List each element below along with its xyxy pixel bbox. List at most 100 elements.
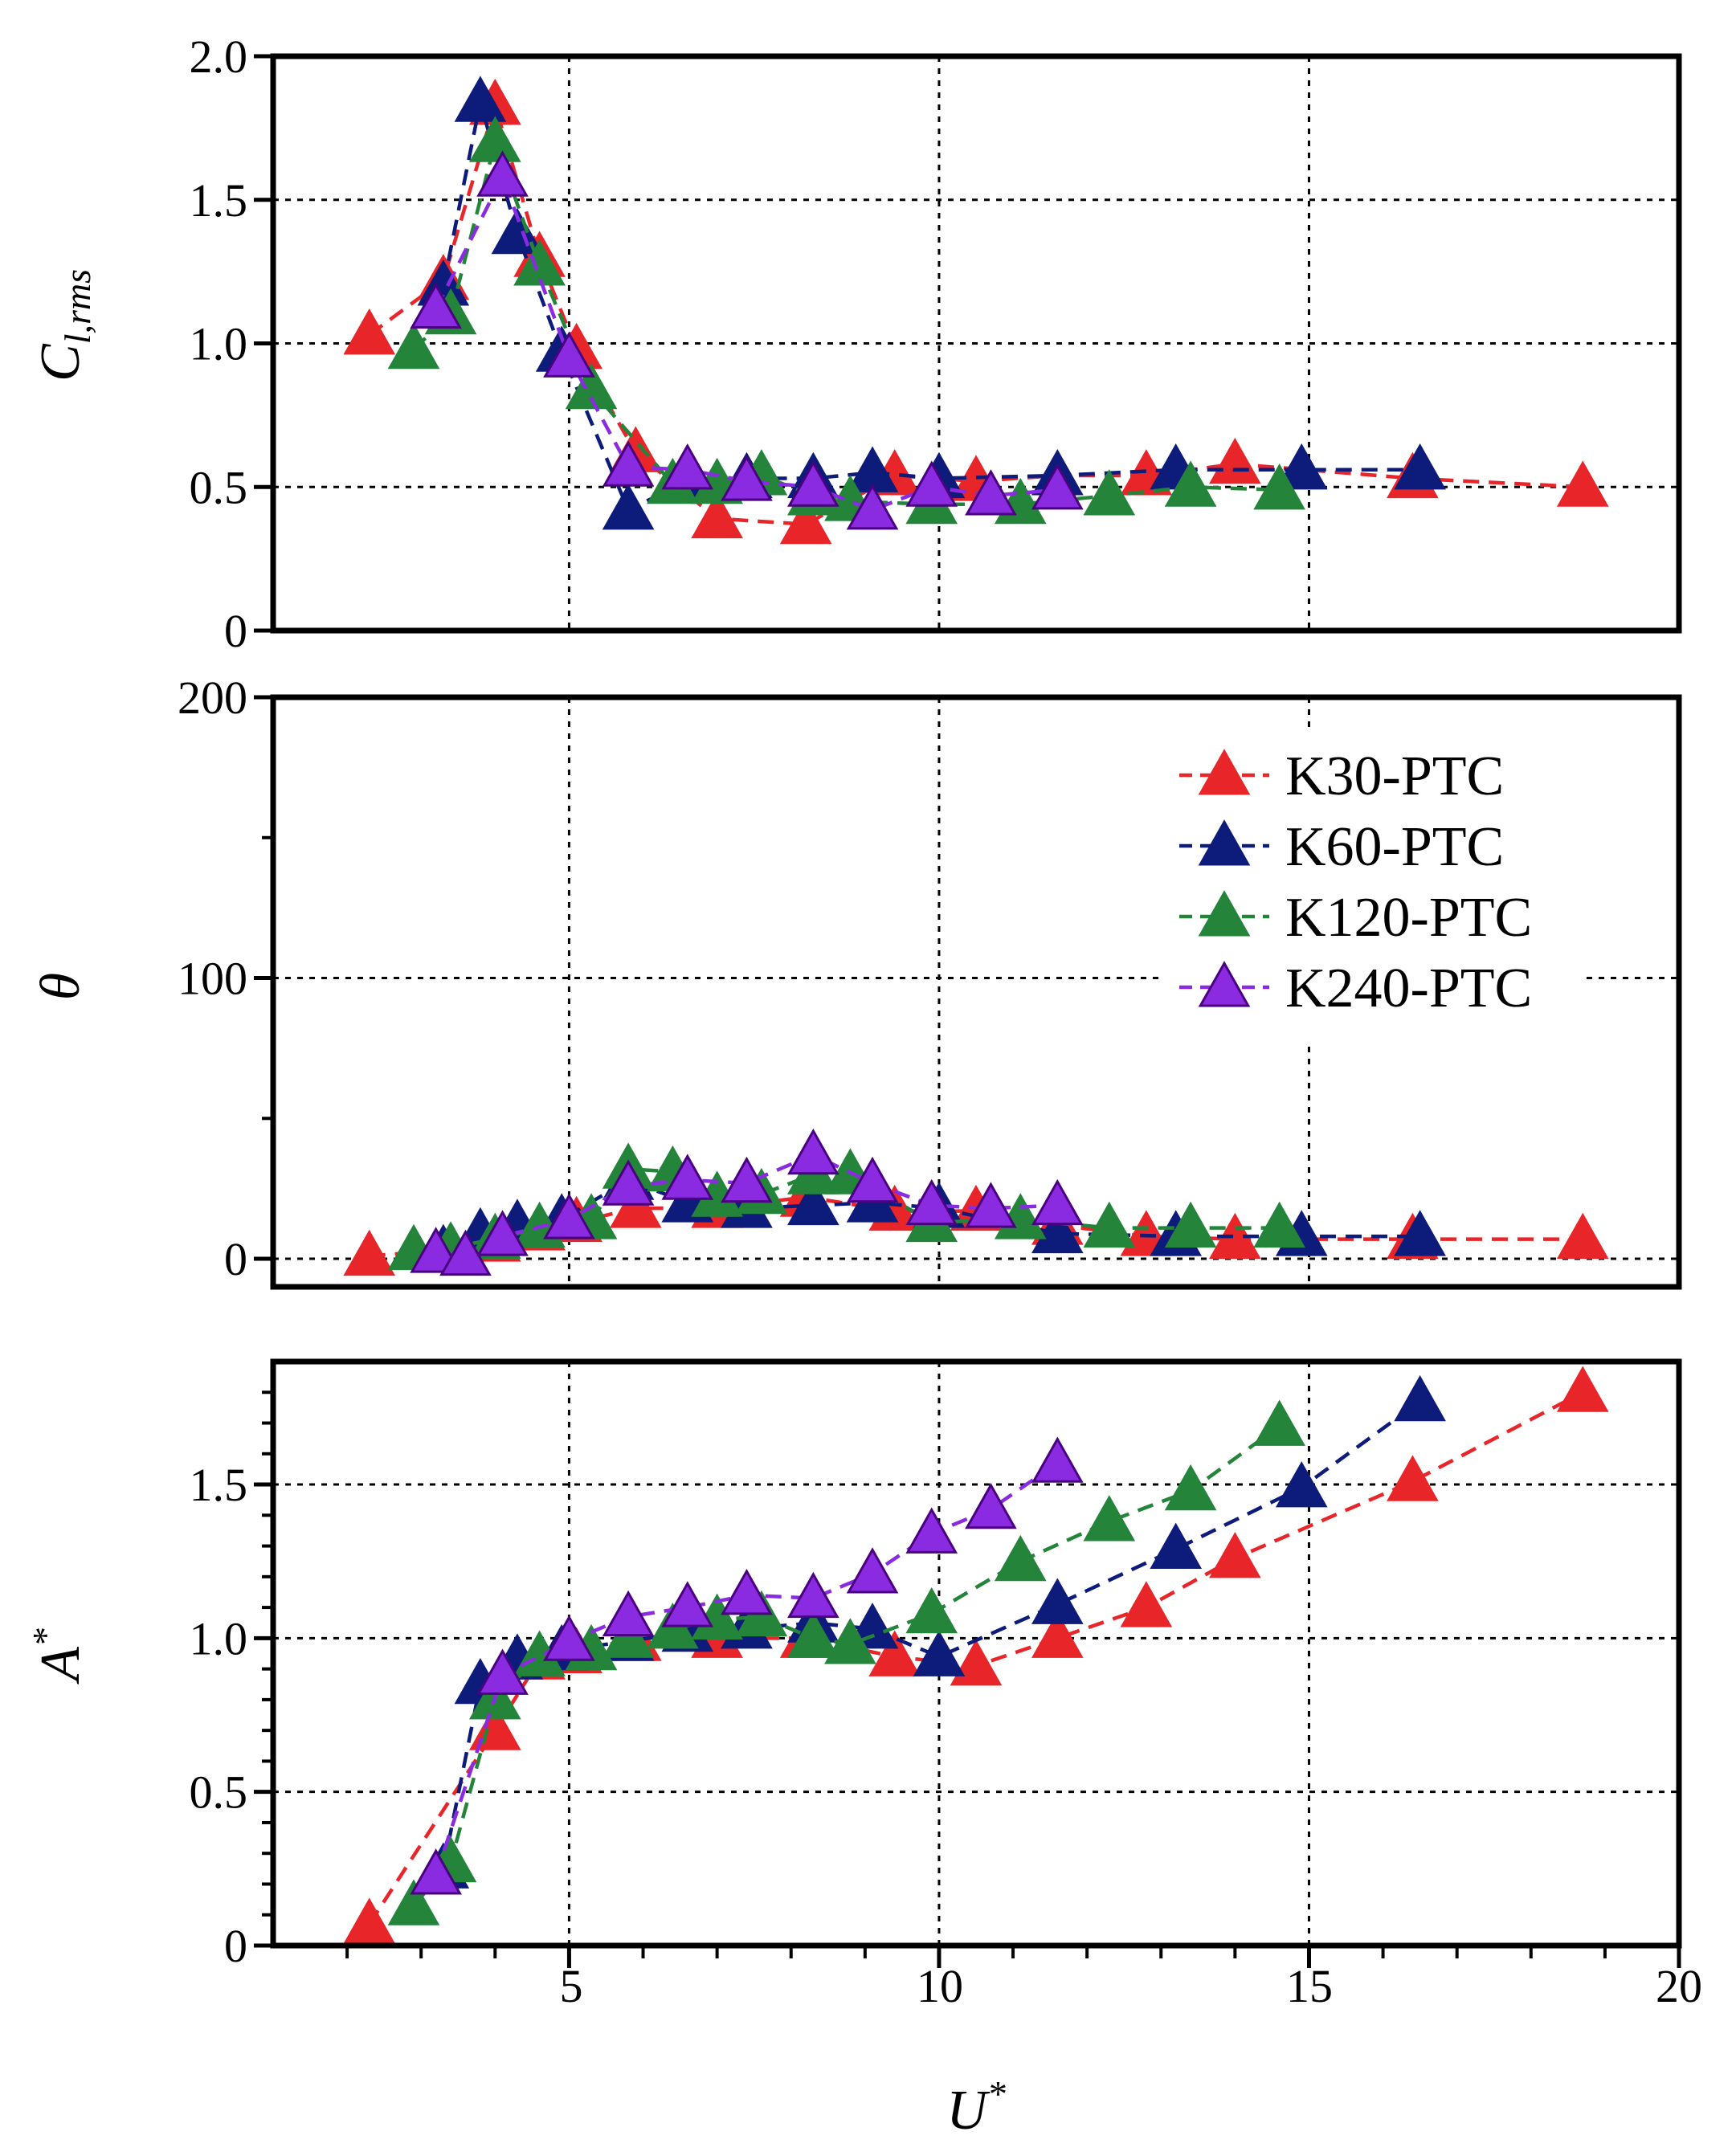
data-point-k60-ptc [491,207,544,255]
data-point-k240-ptc [965,1482,1017,1529]
x-tick-label: 20 [1656,1960,1702,2012]
data-point-k60-ptc [1394,1374,1446,1422]
data-point-k120-ptc [1164,1201,1217,1248]
data-point-k120-ptc [994,1534,1047,1582]
x-tick-label: 15 [1286,1960,1333,2012]
data-point-k120-ptc [387,322,440,370]
y-tick-label: 100 [178,953,247,1005]
data-point-k240-ptc [787,460,839,507]
legend-label-k30-ptc: K30-PTC [1285,745,1504,807]
data-point-k120-ptc [1164,1464,1217,1511]
data-point-k240-ptc [905,460,958,507]
series-line-k240-ptc [434,172,1058,512]
y-tick-label: 0.5 [190,1766,248,1819]
data-point-k30-ptc [1120,1581,1173,1627]
data-point-k30-ptc [868,1630,921,1676]
series-line-k120-ptc [412,136,1280,506]
data-point-k30-ptc [343,1897,396,1944]
data-point-k60-ptc [1275,443,1328,490]
series-line-k60-ptc [441,101,1420,512]
data-point-k120-ptc [824,1618,876,1664]
theta-panel: 0 100 200 [178,672,1682,1290]
data-point-k240-ptc [543,1193,595,1239]
data-point-k240-ptc [661,443,714,490]
data-point-k30-ptc [950,1639,1003,1686]
data-point-k120-ptc [1253,1201,1305,1248]
amplitude-panel: 0 0.5 1.0 1.5 [190,1358,1682,1972]
cl-rms-label-sub: l,rms [57,269,98,344]
data-point-k60-ptc [1150,1522,1203,1569]
data-point-k60-ptc [1031,1207,1084,1254]
y-tick-label: 200 [178,672,247,724]
data-point-k30-ptc [1556,1212,1609,1260]
x-tick-label: 10 [917,1960,963,2012]
data-point-k240-ptc [1031,463,1084,510]
x-axis-label: U* [946,2073,1006,2142]
data-point-k120-ptc [1253,463,1305,510]
y-tick-label: 0 [224,1233,247,1285]
data-point-k120-ptc [905,1586,958,1634]
data-point-k30-ptc [1209,1532,1261,1578]
x-tick-labels: 5 10 15 20 [560,1960,1703,2012]
legend-label-k120-ptc: K120-PTC [1285,887,1532,949]
legend-label-k60-ptc: K60-PTC [1285,816,1504,878]
data-point-k240-ptc [439,1229,492,1276]
amplitude-label-sup: * [25,1628,66,1647]
y-tick-label: 0.5 [190,461,248,513]
y-tick-label: 0 [224,1920,247,1972]
data-point-k240-ptc [905,1507,958,1554]
data-point-k60-ptc [1031,1578,1084,1624]
data-point-k120-ptc [1164,460,1217,507]
data-point-k240-ptc [661,1581,714,1627]
data-point-k120-ptc [787,1611,839,1658]
data-point-k30-ptc [1031,1611,1084,1658]
data-point-k60-ptc [1394,1210,1446,1256]
data-point-k240-ptc [476,1648,529,1695]
data-point-k240-ptc [965,1182,1017,1228]
data-point-k240-ptc [543,331,595,378]
data-point-k240-ptc [905,1178,958,1226]
data-point-k60-ptc [602,484,655,530]
cl-rms-axis-label: Cl,rms [30,269,98,382]
plot-frame [270,53,1682,634]
amplitude-label-main: A [30,1647,92,1684]
data-point-k30-ptc [779,497,832,545]
data-point-k30-ptc [1387,1455,1439,1501]
data-point-k60-ptc [787,1178,839,1226]
data-point-k30-ptc [691,492,743,539]
data-point-k120-ptc [1083,469,1136,516]
data-point-k240-ptc [410,282,462,329]
data-point-k30-ptc [609,1182,662,1228]
data-point-k60-ptc [1394,443,1446,490]
y-axis-labels: Cl,rms θ A* [25,269,98,1684]
data-point-k240-ptc [410,1848,462,1895]
data-point-k60-ptc [913,1630,966,1676]
data-point-k120-ptc [387,1879,440,1925]
legend-marker-k120-ptc [1198,890,1251,937]
data-point-k240-ptc [602,1590,655,1637]
data-point-k240-ptc [721,1568,773,1615]
data-point-k240-ptc [787,1128,839,1175]
data-point-k120-ptc [1083,1495,1136,1542]
data-point-k240-ptc [476,1210,529,1256]
series-line-k120-ptc [412,1424,1281,1907]
cl-rms-panel: 0 0.5 1.0 1.5 2.0 [190,31,1682,657]
data-point-k120-ptc [513,239,566,286]
data-point-k240-ptc [602,1159,655,1206]
data-point-k120-ptc [1253,1399,1305,1446]
legend-marker-k240-ptc [1198,961,1251,1007]
data-point-k240-ptc [1031,1436,1084,1483]
cl-rms-label-main: C [30,343,92,382]
data-point-k240-ptc [846,1547,899,1594]
data-point-k240-ptc [721,1156,773,1203]
data-point-k120-ptc [1083,1201,1136,1248]
data-point-k240-ptc [846,484,899,530]
y-tick-label: 1.5 [190,174,248,227]
data-point-k30-ptc [1556,460,1609,507]
legend-label-k240-ptc: K240-PTC [1285,958,1532,1019]
data-point-k60-ptc [454,76,507,122]
data-point-k240-ptc [965,469,1017,516]
y-tick-label: 1.5 [190,1459,248,1511]
data-point-k240-ptc [476,150,529,197]
